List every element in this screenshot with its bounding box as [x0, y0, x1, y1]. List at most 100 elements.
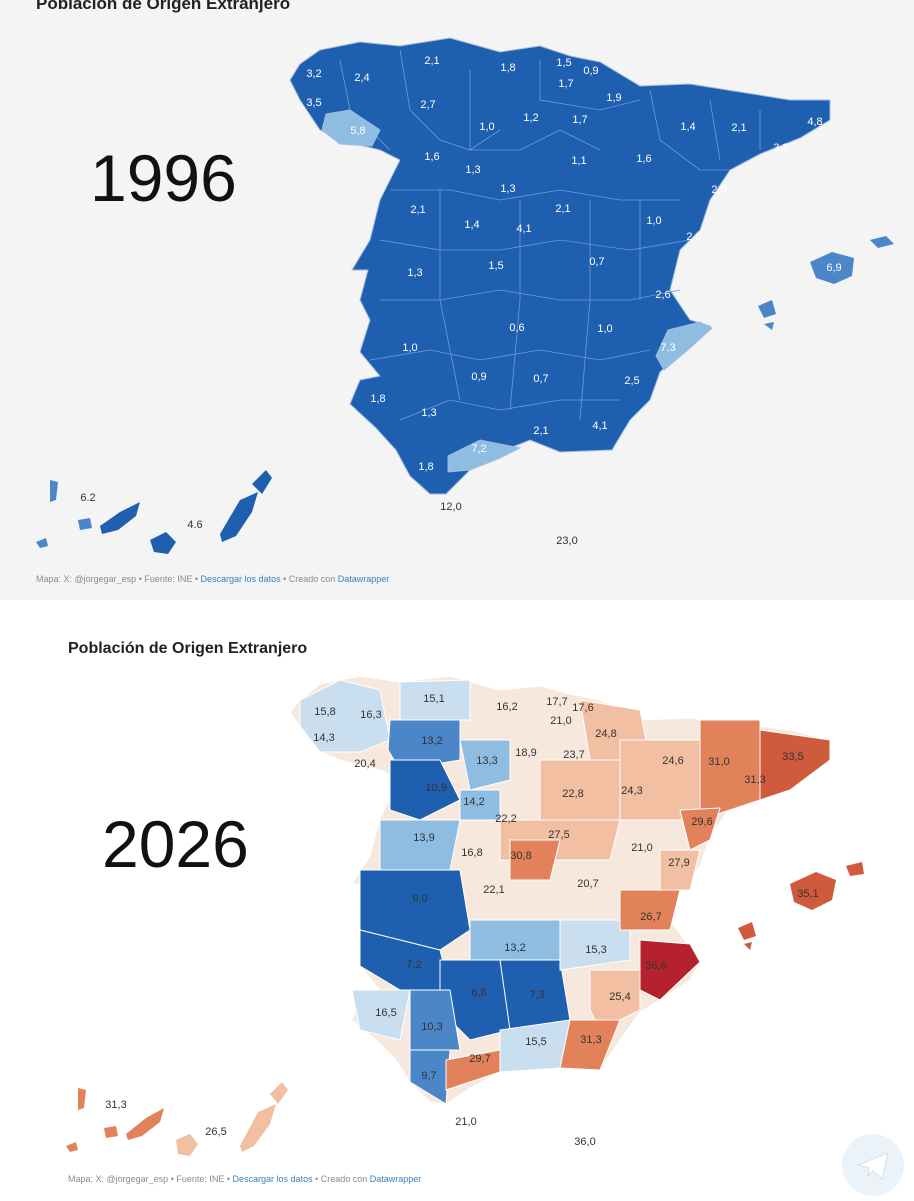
datawrapper-link[interactable]: Datawrapper	[337, 574, 390, 584]
region-value-label: 15,8	[314, 706, 335, 718]
region-value-label: 21,0	[455, 1116, 476, 1128]
region-value-label: 16,2	[496, 701, 517, 713]
map-panel-1996: Población de Origen Extranjero 1996	[0, 0, 914, 600]
datawrapper-link[interactable]: Datawrapper	[369, 1174, 422, 1184]
region-value-label: 2,6	[686, 231, 701, 243]
region-value-label: 4,8	[807, 116, 822, 128]
region-value-label: 25,4	[609, 991, 630, 1003]
region-value-label: 4,1	[516, 223, 531, 235]
region-value-label: 1,7	[572, 114, 587, 126]
menorca-1996	[870, 236, 894, 248]
formentera-1996	[764, 322, 774, 330]
region-value-label: 27,5	[548, 829, 569, 841]
region-value-label: 17,6	[572, 702, 593, 714]
region-value-label: 9,7	[421, 1070, 436, 1082]
region-value-label: 1,0	[479, 121, 494, 133]
region-value-label: 1,6	[636, 153, 651, 165]
region-value-label: 36,0	[574, 1136, 595, 1148]
footer-source-text: Mapa: X: @jorgegar_esp • Fuente: INE •	[36, 574, 201, 584]
map-footer-2026: Mapa: X: @jorgegar_esp • Fuente: INE • D…	[68, 1174, 421, 1184]
region-value-label: 7,3	[529, 989, 544, 1001]
formentera-2026	[744, 942, 752, 950]
footer-created-text: • Creado con	[312, 1174, 370, 1184]
region-value-label: 29,6	[691, 816, 712, 828]
region-value-label: 1,1	[571, 155, 586, 167]
telegram-plane-icon[interactable]	[842, 1134, 904, 1196]
region-value-label: 24,8	[595, 728, 616, 740]
year-label-2026: 2026	[102, 807, 249, 881]
map-title-1996: Población de Origen Extranjero	[36, 0, 291, 13]
region-value-label: 0,7	[533, 373, 548, 385]
region-value-label: 33,5	[782, 751, 803, 763]
region-value-label: 1,3	[407, 267, 422, 279]
download-data-link[interactable]: Descargar los datos	[200, 574, 281, 584]
region-value-label: 13,9	[413, 832, 434, 844]
region-value-label: 22,1	[483, 884, 504, 896]
region-value-label: 4.6	[187, 519, 202, 531]
region-value-label: 21,0	[631, 842, 652, 854]
region-value-label: 15,3	[585, 944, 606, 956]
region-value-label: 24,3	[621, 785, 642, 797]
alicante-1996	[655, 321, 713, 371]
region-value-label: 14,2	[463, 796, 484, 808]
region-value-label: 7,2	[471, 443, 486, 455]
region-value-label: 18,9	[515, 747, 536, 759]
region-value-label: 13,2	[421, 735, 442, 747]
region-value-label: 6,8	[471, 987, 486, 999]
region-value-label: 1,9	[606, 92, 621, 104]
region-value-label: 0,9	[471, 371, 486, 383]
region-value-label: 36,6	[645, 960, 666, 972]
region-value-label: 16,8	[461, 847, 482, 859]
pontevedra-1996	[321, 109, 381, 147]
region-value-label: 27,9	[668, 857, 689, 869]
region-value-label: 5,8	[350, 125, 365, 137]
canary-islands-1996	[36, 470, 272, 554]
region-value-label: 13,2	[504, 942, 525, 954]
region-value-label: 22,2	[495, 813, 516, 825]
region-value-label: 31,3	[105, 1099, 126, 1111]
region-value-label: 9,0	[412, 893, 427, 905]
region-value-label: 20,4	[354, 758, 375, 770]
region-value-label: 1,8	[370, 393, 385, 405]
region-value-label: 2,5	[624, 375, 639, 387]
region-value-label: 13,3	[476, 755, 497, 767]
map-panel-2026: Población de Origen Extranjero 2026	[0, 600, 914, 1200]
region-value-label: 2,4	[354, 72, 369, 84]
region-value-label: 2,1	[555, 203, 570, 215]
region-value-label: 15,5	[525, 1036, 546, 1048]
region-value-label: 15,1	[423, 693, 444, 705]
region-value-label: 31,3	[744, 774, 765, 786]
region-value-label: 21,0	[550, 715, 571, 727]
region-value-label: 30,8	[510, 850, 531, 862]
region-value-label: 17,7	[546, 696, 567, 708]
region-value-label: 2,1	[533, 425, 548, 437]
region-value-label: 2,1	[424, 55, 439, 67]
menorca-2026	[846, 862, 864, 876]
region-value-label: 23,0	[556, 535, 577, 547]
footer-created-text: • Creado con	[280, 574, 338, 584]
region-value-label: 22,8	[562, 788, 583, 800]
spain-map-2026: 15,1 16,2 17,7 17,6 15,8 16,3 21,0 24,8 14,3 13,2…	[66, 675, 864, 1156]
region-value-label: 1,8	[500, 62, 515, 74]
map-footer-1996: Mapa: X: @jorgegar_esp • Fuente: INE • D…	[36, 574, 389, 584]
region-value-label: 14,3	[313, 732, 334, 744]
region-value-label: 10,3	[421, 1021, 442, 1033]
ibiza-2026	[738, 922, 756, 940]
region-value-label: 3,2	[773, 142, 788, 154]
region-value-label: 2,9	[711, 184, 726, 196]
region-value-label: 4,1	[592, 420, 607, 432]
region-value-label: 12,0	[440, 501, 461, 513]
region-value-label: 23,7	[563, 749, 584, 761]
region-value-label: 2,1	[410, 204, 425, 216]
mallorca-1996	[810, 252, 854, 284]
region-value-label: 1,2	[523, 112, 538, 124]
region-value-label: 0,9	[583, 65, 598, 77]
region-value-label: 3,2	[306, 68, 321, 80]
region-value-label: 2,7	[420, 99, 435, 111]
region-value-label: 7,2	[406, 959, 421, 971]
mainland-1996	[289, 37, 831, 495]
region-value-label: 16,5	[375, 1007, 396, 1019]
region-value-label: 0,7	[589, 256, 604, 268]
region-value-label: 20,7	[577, 878, 598, 890]
download-data-link[interactable]: Descargar los datos	[232, 1174, 313, 1184]
